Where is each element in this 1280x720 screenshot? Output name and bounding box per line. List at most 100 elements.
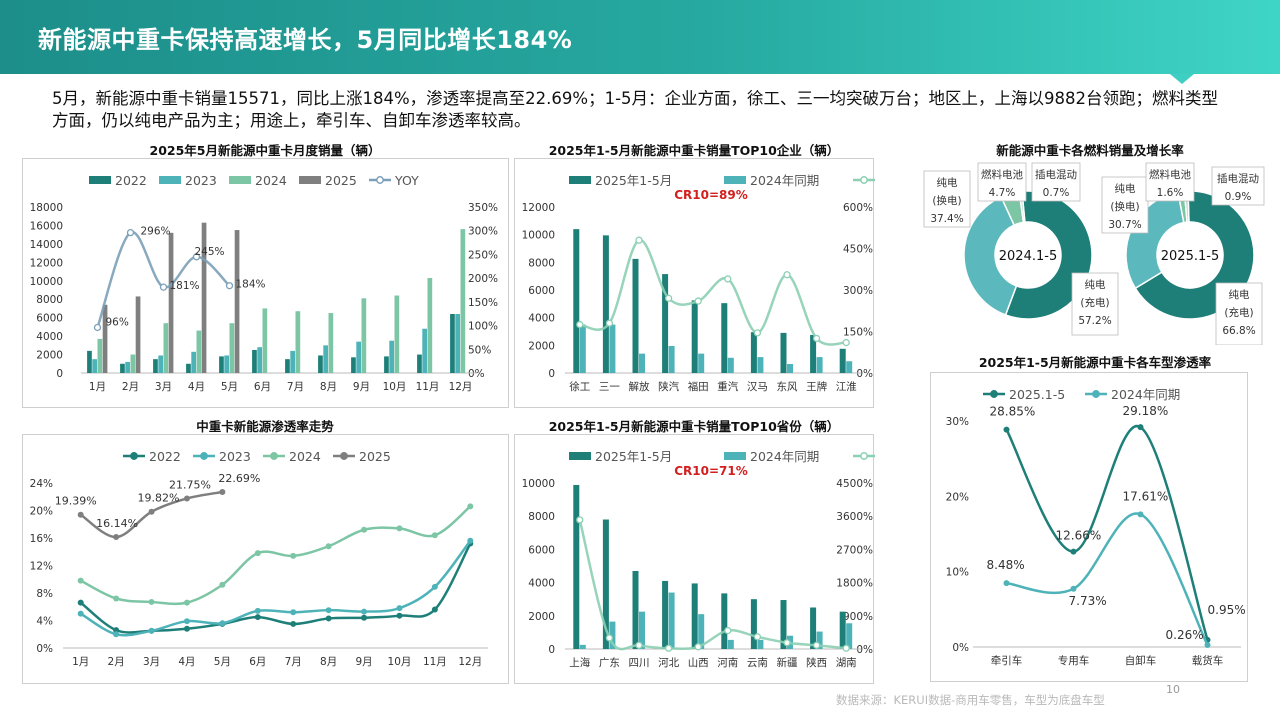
series-point bbox=[1137, 424, 1144, 431]
data-label: 7.73% bbox=[1069, 594, 1107, 608]
bar-2025 bbox=[102, 304, 108, 373]
y-tick-label: 6000 bbox=[36, 313, 63, 325]
legend-swatch bbox=[569, 176, 591, 184]
bar-2023 bbox=[158, 355, 163, 373]
x-tick-label: 王牌 bbox=[806, 380, 828, 393]
y-tick-label: 2000 bbox=[36, 350, 63, 362]
usage-penetration-chart: 30% 20% 10% 0% 牵引车 专用车 自卸车 载货车 28.85% 12.66% 29.18… bbox=[946, 387, 1246, 667]
bar-2023 bbox=[257, 347, 262, 373]
yoy-point bbox=[93, 323, 102, 332]
x-tick-label: 10月 bbox=[388, 656, 412, 668]
bar-2025年1-5月 bbox=[810, 334, 817, 373]
y-tick-label: 18000 bbox=[30, 202, 63, 214]
y-tick-label: 20% bbox=[30, 506, 53, 518]
bar-2024 bbox=[460, 229, 466, 373]
y-tick-label: 8000 bbox=[528, 511, 555, 523]
x-tick-label: 11月 bbox=[423, 656, 447, 668]
callout-box bbox=[1031, 162, 1081, 202]
y-tick-label: 8000 bbox=[36, 294, 63, 306]
donut-callout: 66.8% bbox=[1222, 325, 1255, 337]
legend-label: 2025 bbox=[359, 449, 391, 464]
series-line-2023 bbox=[80, 539, 472, 637]
legend-marker bbox=[340, 452, 348, 460]
data-label: 21.75% bbox=[169, 478, 211, 491]
bar-2024年同期 bbox=[639, 611, 645, 649]
bar-2024年同期 bbox=[579, 644, 586, 649]
series-point bbox=[467, 503, 474, 510]
monthly-sales-chart: 18000 16000 14000 12000 10000 8000 6000 4000 200… bbox=[30, 173, 498, 393]
y-tick-label: 4000 bbox=[528, 313, 555, 325]
y2-tick-label: 1800% bbox=[836, 578, 873, 590]
data-label: 17.61% bbox=[1123, 489, 1169, 503]
series-point bbox=[467, 537, 474, 544]
yoy-point bbox=[126, 228, 135, 237]
series-point bbox=[1070, 548, 1077, 555]
bar-2025年1-5月 bbox=[573, 229, 580, 373]
y-tick-label: 0% bbox=[36, 643, 53, 655]
bar-2024年同期 bbox=[816, 631, 823, 649]
x-tick-label: 11月 bbox=[416, 381, 440, 393]
y2-tick-label: 300% bbox=[843, 285, 873, 297]
donut-callout: 纯电 bbox=[937, 176, 958, 189]
series-point bbox=[77, 511, 84, 518]
donut-callout: 37.4% bbox=[930, 213, 963, 225]
legend-label: 2024年同期 bbox=[1111, 387, 1180, 402]
legend-swatch bbox=[724, 176, 746, 184]
y2-tick-label: 250% bbox=[468, 249, 498, 261]
penetration-trend-chart: 24% 20% 16% 12% 8% 4% 0% 1月 2月 3月 4月 5月 6月 7月 8月 9月 10月 1… bbox=[30, 449, 488, 668]
bar-2022 bbox=[384, 356, 389, 373]
x-tick-label: 三一 bbox=[599, 381, 620, 393]
y-tick-label: 12% bbox=[30, 561, 53, 573]
bar-2025年1-5月 bbox=[573, 484, 580, 649]
y-tick-label: 20% bbox=[946, 491, 969, 503]
bar-2025年1-5月 bbox=[750, 599, 757, 649]
legend-label: 2024 bbox=[255, 173, 287, 188]
bar-2024年同期 bbox=[639, 353, 645, 373]
donut-callout: 插电混动 bbox=[1217, 172, 1259, 185]
y2-tick-label: 900% bbox=[843, 611, 873, 623]
series-point bbox=[254, 607, 261, 614]
donut-callout: (换电) bbox=[932, 194, 961, 207]
y-tick-label: 4% bbox=[36, 616, 53, 628]
donut-callout: 插电混动 bbox=[1035, 168, 1077, 181]
bar-2025年1-5月 bbox=[750, 332, 757, 373]
bar-2023 bbox=[92, 359, 97, 373]
series-point bbox=[290, 552, 297, 559]
bar-2025年1-5月 bbox=[691, 300, 698, 373]
y-tick-label: 0 bbox=[548, 644, 555, 656]
bar-2024年同期 bbox=[787, 364, 793, 373]
yoy-line bbox=[578, 519, 847, 651]
donut-slice bbox=[1004, 190, 1093, 320]
x-tick-label: 四川 bbox=[629, 657, 650, 669]
chart-title-companies: 2025年1-5月新能源中重卡销量TOP10企业（辆） bbox=[548, 143, 840, 158]
x-tick-label: 6月 bbox=[254, 381, 271, 393]
y2-tick-label: 50% bbox=[468, 344, 491, 356]
bar-2025年1-5月 bbox=[721, 303, 728, 373]
x-tick-label: 1月 bbox=[89, 381, 106, 393]
series-point bbox=[77, 577, 84, 584]
data-label: 29.18% bbox=[1123, 404, 1169, 418]
x-tick-label: 3月 bbox=[155, 381, 172, 393]
donut-callout: 纯电 bbox=[1085, 278, 1107, 291]
series-point bbox=[290, 620, 297, 627]
bar-2022 bbox=[417, 354, 422, 373]
yoy-point bbox=[694, 297, 702, 305]
data-label: 19.82% bbox=[138, 492, 180, 505]
x-tick-label: 4月 bbox=[178, 656, 195, 668]
x-tick-label: 专用车 bbox=[1058, 654, 1090, 667]
y-tick-label: 16% bbox=[30, 533, 53, 545]
bar-2025年1-5月 bbox=[780, 600, 787, 649]
legend-label: YOY bbox=[394, 173, 419, 188]
data-source: 数据来源：KERUI数据-商用车零售，车型为底盘车型 bbox=[836, 693, 1105, 707]
series-point bbox=[431, 606, 438, 613]
series-point bbox=[1003, 426, 1010, 433]
x-tick-label: 牵引车 bbox=[991, 654, 1023, 667]
y2-tick-label: 2700% bbox=[836, 544, 873, 556]
x-tick-label: 河北 bbox=[658, 657, 680, 669]
yoy-point bbox=[576, 516, 584, 524]
bar-2024年同期 bbox=[668, 346, 675, 373]
x-tick-label: 7月 bbox=[287, 381, 304, 393]
series-point bbox=[1204, 642, 1211, 649]
bar-2023 bbox=[224, 355, 229, 373]
yoy-point bbox=[664, 644, 673, 652]
